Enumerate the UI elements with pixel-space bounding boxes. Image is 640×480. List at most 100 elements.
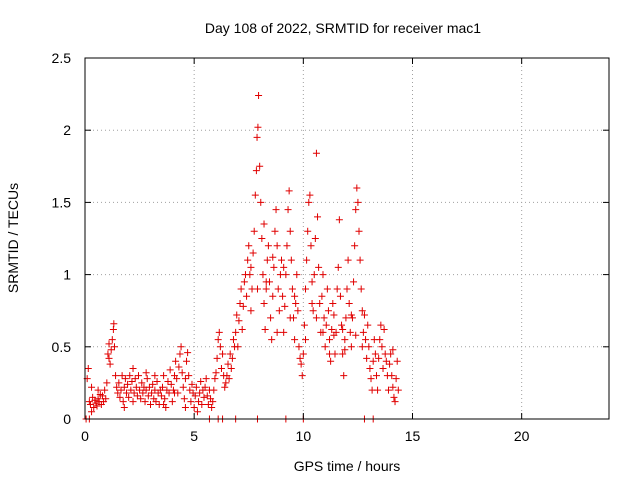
data-point [308,278,316,286]
data-point [224,360,232,368]
data-point [185,372,193,380]
data-point [94,386,102,394]
data-point [389,346,397,354]
data-point [86,401,94,409]
data-point [172,357,180,365]
data-point [387,350,395,358]
data-point [342,314,350,322]
data-point [190,403,198,411]
data-point [234,343,242,351]
data-point [338,321,346,329]
data-point [104,350,112,358]
data-point [106,360,114,368]
data-point [328,325,336,333]
data-point [235,317,243,325]
data-point [176,350,184,358]
y-tick-label: 1.5 [52,194,72,210]
data-point [134,372,142,380]
data-point [137,395,145,403]
data-point [247,263,255,271]
data-point [352,206,360,214]
data-point [180,395,188,403]
data-point [136,386,144,394]
y-tick-label: 0.5 [52,339,72,355]
data-point [141,398,149,406]
data-point [238,325,246,333]
data-points [82,92,402,423]
y-tick-label: 0 [63,411,71,427]
data-point [149,380,157,388]
data-point [240,278,248,286]
data-point [293,271,301,279]
data-point [347,343,355,351]
data-point [250,227,258,235]
data-point [371,350,379,358]
data-point [339,325,347,333]
data-point [280,328,288,336]
data-point [88,408,96,416]
data-point [255,92,263,100]
data-point [326,336,334,344]
data-point [249,249,257,257]
data-point [351,242,359,250]
data-point [269,292,277,300]
data-point [320,314,328,322]
data-point [237,285,245,293]
data-point [386,360,394,368]
data-point [129,364,137,372]
data-point [127,386,135,394]
data-point [269,253,277,261]
data-point [119,398,127,406]
data-point [84,364,92,372]
data-point [286,314,294,322]
data-point [126,372,134,380]
data-point [138,379,146,387]
data-point [110,343,118,351]
data-point [353,184,361,192]
data-point [347,311,355,319]
data-point [142,386,150,394]
data-point [299,350,307,358]
axis-ticks: 0 5 10 15 20 0 0.5 1 1.5 2 2.5 [52,50,609,444]
data-point [281,302,289,310]
data-point [346,328,354,336]
data-point [327,357,335,365]
data-point [204,401,212,409]
data-point [316,299,324,307]
data-point [319,271,327,279]
data-point [171,389,179,397]
data-point [222,379,230,387]
data-point [153,377,161,385]
data-point [178,369,186,377]
data-point [274,285,282,293]
data-point [157,392,165,400]
data-point [197,377,205,385]
data-point [152,398,160,406]
data-point [143,375,151,383]
data-point [192,383,200,391]
data-point [213,354,221,362]
data-point [343,285,351,293]
data-point [195,398,203,406]
data-point [260,220,268,228]
data-point [365,343,373,351]
data-point [211,375,219,383]
data-point [173,375,181,383]
data-point [377,321,385,329]
data-point [183,357,191,365]
data-point [302,285,310,293]
data-point [388,372,396,380]
data-point [202,375,210,383]
data-point [169,386,177,394]
data-point [341,346,349,354]
plot-frame [84,57,610,420]
data-point [209,398,217,406]
data-point [375,354,383,362]
data-point [341,336,349,344]
data-point [92,399,100,407]
data-point [216,343,224,351]
data-point [117,386,125,394]
data-point [340,372,348,380]
data-point [279,292,287,300]
data-point [273,328,281,336]
